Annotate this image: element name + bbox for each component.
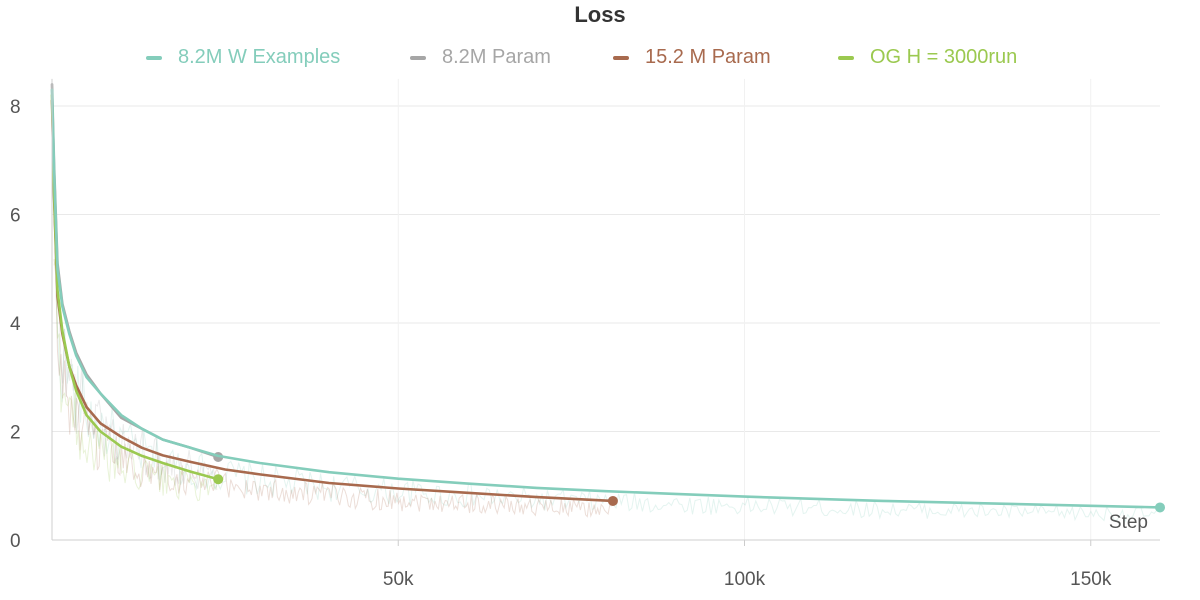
raw-series-trace <box>53 220 218 491</box>
x-tick-label: 50k <box>383 569 414 590</box>
series-endpoint-marker <box>607 495 618 506</box>
y-tick-label: 8 <box>10 97 21 118</box>
legend-label: 8.2M W Examples <box>178 46 341 68</box>
chart-title: Loss <box>574 2 626 27</box>
legend-label: 15.2 M Param <box>645 46 771 68</box>
raw-series-trace <box>53 259 612 518</box>
legend-swatch-icon <box>838 55 854 60</box>
legend-item-8-2m-w-examples[interactable]: 8.2M W Examples <box>146 46 340 69</box>
y-tick-label: 0 <box>10 531 21 552</box>
chart-legend: 8.2M W Examples 8.2M Param 15.2 M Param … <box>0 46 1200 72</box>
axes: 0 2 4 6 8 50k 100k 150k Step <box>10 78 1160 590</box>
legend-swatch-icon <box>613 55 629 60</box>
legend-label: OG H = 3000run <box>870 46 1018 68</box>
series-line <box>50 93 220 481</box>
series-line <box>50 88 1162 509</box>
y-tick-label: 2 <box>10 423 21 444</box>
y-tick-label: 6 <box>10 206 21 227</box>
x-tick-label: 150k <box>1070 569 1112 590</box>
legend-label: 8.2M Param <box>442 46 551 68</box>
legend-item-15-2m-param[interactable]: 15.2 M Param <box>613 46 771 69</box>
legend-item-8-2m-param[interactable]: 8.2M Param <box>410 46 551 69</box>
x-tick-label: 100k <box>724 569 766 590</box>
legend-swatch-icon <box>410 55 426 60</box>
grid-lines <box>52 78 1160 540</box>
legend-swatch-icon <box>146 55 162 60</box>
series-endpoint-marker <box>213 474 224 485</box>
series-endpoint-marker <box>1155 502 1165 513</box>
series-lines <box>50 83 1165 513</box>
raw-series-trace <box>53 252 218 502</box>
y-tick-label: 4 <box>10 314 21 335</box>
raw-series-trace <box>53 214 1160 523</box>
legend-item-og-h-3000run[interactable]: OG H = 3000run <box>838 46 1017 69</box>
x-axis-title: Step <box>1109 512 1148 533</box>
